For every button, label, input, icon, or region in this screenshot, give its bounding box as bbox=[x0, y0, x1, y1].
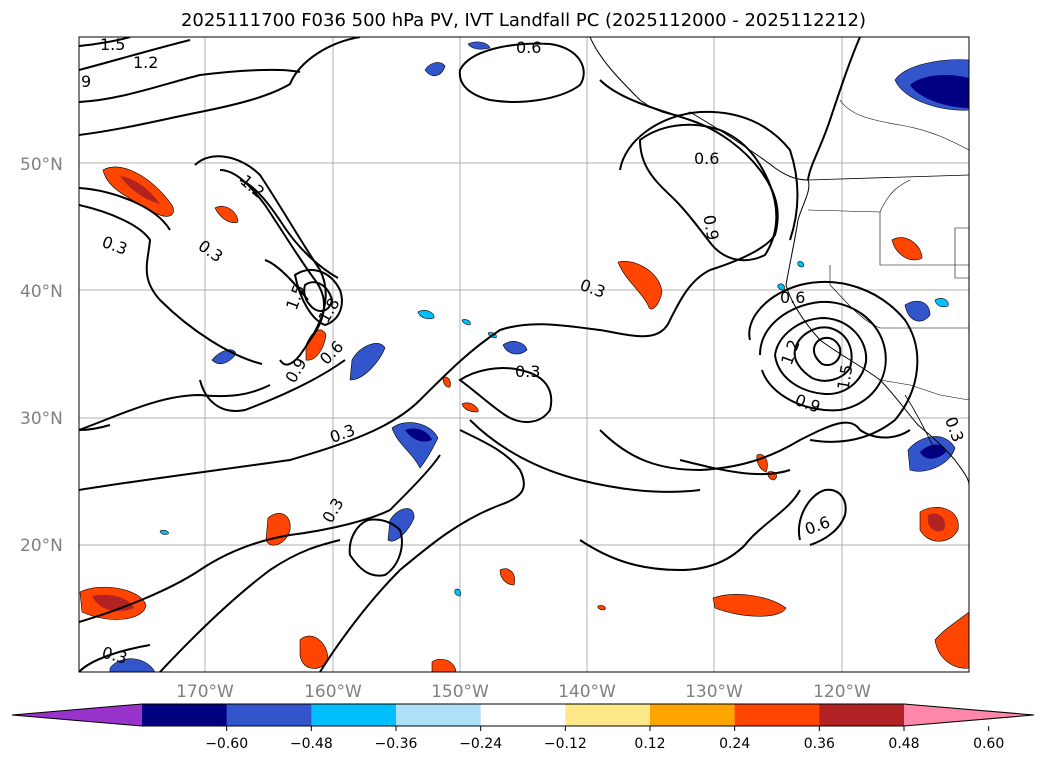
lon-label: 170°W bbox=[176, 682, 234, 702]
contour-label: 9 bbox=[81, 72, 91, 91]
colorbar-tick-label: −0.60 bbox=[205, 736, 248, 752]
lon-label: 130°W bbox=[685, 682, 743, 702]
contour-label: 0.9 bbox=[699, 213, 722, 241]
colorbar-tick-label: 0.24 bbox=[719, 736, 750, 752]
colorbar-segment bbox=[142, 704, 228, 726]
contour-label: 0.6 bbox=[694, 149, 719, 168]
plot-frame bbox=[78, 36, 970, 673]
coastlines bbox=[589, 37, 969, 486]
lon-label: 140°W bbox=[558, 682, 616, 702]
colorbar-tick-label: −0.48 bbox=[290, 736, 333, 752]
lat-label: 30°N bbox=[20, 409, 63, 429]
lat-label: 50°N bbox=[20, 155, 63, 175]
latitude-labels: 50°N 40°N 30°N 20°N bbox=[20, 155, 63, 556]
colorbar-segment bbox=[226, 704, 312, 726]
colorbar-segment bbox=[311, 704, 397, 726]
ivt-negative-regions bbox=[109, 41, 969, 672]
colorbar-tick-label: 0.48 bbox=[888, 736, 919, 752]
colorbar-tick-label: 0.36 bbox=[804, 736, 835, 752]
colorbar-extend-high bbox=[904, 704, 1034, 726]
colorbar-tick-label: 0.60 bbox=[973, 736, 1004, 752]
colorbar-segment bbox=[819, 704, 905, 726]
colorbar-tick-label: −0.36 bbox=[375, 736, 418, 752]
colorbar-segment bbox=[396, 704, 482, 726]
gridlines bbox=[79, 37, 969, 672]
colorbar-segment bbox=[480, 704, 566, 726]
contour-label: 0.6 bbox=[516, 38, 541, 57]
colorbar-extend-low bbox=[12, 704, 142, 726]
colorbar-segment bbox=[734, 704, 820, 726]
colorbar-tick-label: 0.12 bbox=[634, 736, 665, 752]
contour-label: 1.5 bbox=[100, 35, 125, 54]
colorbar-segment bbox=[565, 704, 651, 726]
plot-area bbox=[79, 37, 969, 672]
contour-label: 0.3 bbox=[515, 362, 540, 381]
lon-label: 120°W bbox=[813, 682, 871, 702]
colorbar-tick-label: −0.24 bbox=[459, 736, 502, 752]
colorbar-segment bbox=[650, 704, 736, 726]
colorbar-outline bbox=[11, 703, 1035, 727]
map-title: 2025111700 F036 500 hPa PV, IVT Landfall… bbox=[180, 10, 867, 31]
pv-contours bbox=[79, 37, 919, 672]
lat-label: 40°N bbox=[20, 282, 63, 302]
longitude-labels: 170°W 160°W 150°W 140°W 130°W 120°W bbox=[176, 682, 871, 702]
colorbar-tick-labels: −0.60 −0.48 −0.36 −0.24 −0.12 0.12 0.24 0.36 0.4… bbox=[205, 726, 1004, 752]
lon-label: 160°W bbox=[304, 682, 362, 702]
colorbar-tick-label: −0.12 bbox=[544, 736, 587, 752]
contour-label: 1.2 bbox=[133, 53, 158, 72]
lon-label: 150°W bbox=[431, 682, 489, 702]
colorbar bbox=[11, 703, 1035, 727]
lat-label: 20°N bbox=[20, 536, 63, 556]
contour-label: 0.6 bbox=[780, 288, 805, 307]
contour-label: 1.5 bbox=[833, 363, 856, 391]
